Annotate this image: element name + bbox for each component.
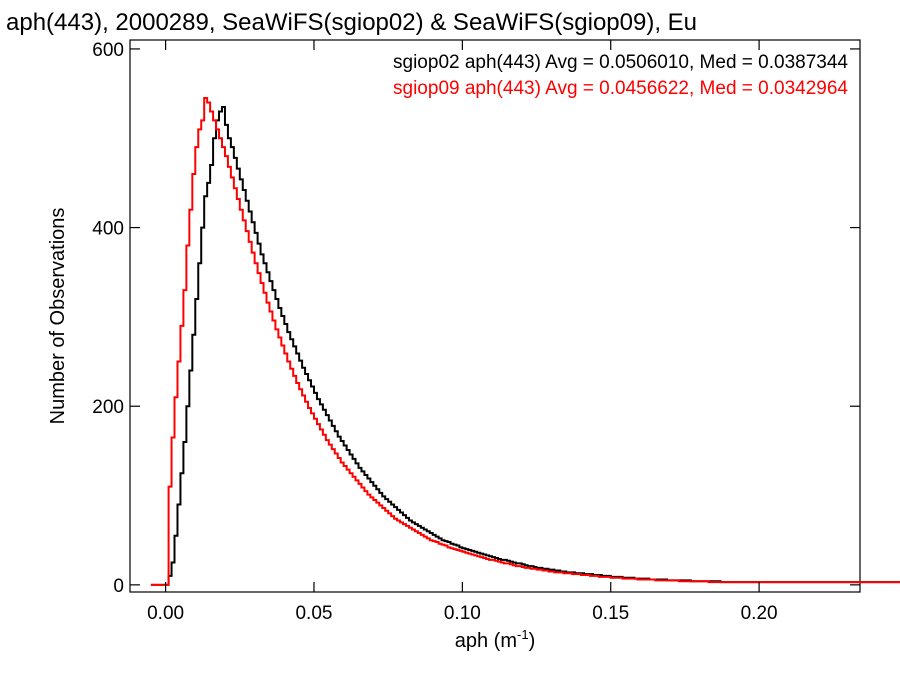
x-axis-label: aph (m-1) <box>455 627 535 652</box>
legend-entry-sgiop09: sgiop09 aph(443) Avg = 0.0456622, Med = … <box>393 78 848 99</box>
series-line-0 <box>151 107 900 585</box>
x-tick-label: 0.20 <box>741 603 778 624</box>
y-tick-label: 400 <box>92 219 124 240</box>
plot-frame <box>129 39 861 593</box>
series-line-1 <box>151 98 900 585</box>
series-layer <box>151 98 900 585</box>
y-tick-label: 600 <box>92 40 124 61</box>
tick-layer: 0.00 0.05 0.10 0.15 0.20 0 200 400 600 <box>92 40 860 624</box>
x-tick-label: 0.15 <box>592 603 629 624</box>
x-axis-label-main: aph (m <box>455 630 517 652</box>
plot-border <box>129 39 861 593</box>
y-axis-label: Number of Observations <box>47 208 69 425</box>
x-tick-label: 0.00 <box>147 603 184 624</box>
x-tick-label: 0.05 <box>295 603 332 624</box>
y-tick-label: 0 <box>113 576 124 597</box>
x-axis-label-superscript: -1 <box>517 627 529 642</box>
y-tick-label: 200 <box>92 397 124 418</box>
x-axis-label-close: ) <box>529 630 536 652</box>
chart-title: aph(443), 2000289, SeaWiFS(sgiop02) & Se… <box>6 9 697 36</box>
legend-entry-sgiop02: sgiop02 aph(443) Avg = 0.0506010, Med = … <box>393 52 848 73</box>
x-tick-label: 0.10 <box>444 603 481 624</box>
